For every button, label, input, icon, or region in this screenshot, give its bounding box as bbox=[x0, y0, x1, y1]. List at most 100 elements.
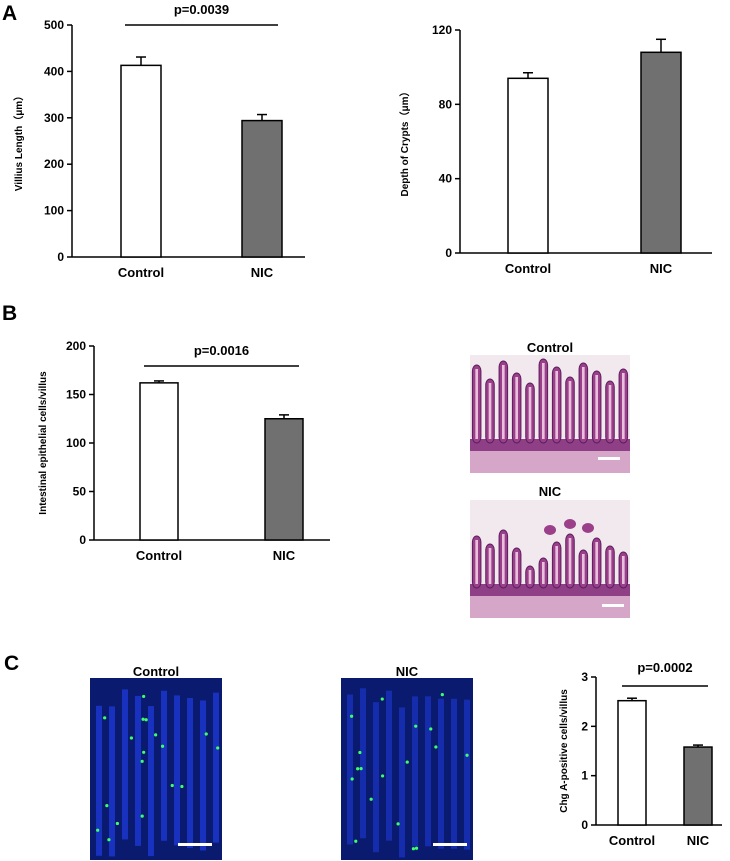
villus-nuclei bbox=[213, 692, 219, 843]
chga-positive-cell bbox=[107, 838, 111, 842]
y-tick-label: 0 bbox=[581, 818, 588, 832]
if-nic-title: NIC bbox=[395, 664, 419, 679]
y-axis-title: Intestinal epithelial cells/villus bbox=[38, 371, 49, 515]
chga-positive-cell bbox=[356, 767, 360, 771]
p-value-label: p=0.0016 bbox=[194, 343, 249, 358]
bar-control bbox=[507, 77, 549, 254]
y-tick-label: 100 bbox=[44, 204, 64, 218]
y-axis-title: Depth of Crypts（μm） bbox=[398, 86, 411, 196]
chga-positive-cell bbox=[144, 718, 148, 722]
y-tick-label: 80 bbox=[439, 97, 453, 111]
chga-positive-cell bbox=[204, 732, 208, 736]
villus-core bbox=[542, 363, 545, 439]
chga-positive-cell bbox=[103, 716, 107, 720]
villus-core bbox=[622, 373, 625, 439]
villus-core bbox=[542, 562, 545, 584]
villus-core bbox=[622, 556, 625, 584]
villus-nuclei bbox=[161, 690, 167, 841]
villus-nuclei bbox=[96, 705, 102, 856]
y-tick-label: 40 bbox=[439, 172, 453, 186]
crypt-layer bbox=[470, 439, 630, 451]
villus-nuclei bbox=[122, 689, 128, 840]
chga-positive-cell bbox=[96, 828, 100, 832]
chga-positive-cell bbox=[154, 733, 158, 737]
chga-positive-cell bbox=[369, 797, 373, 801]
y-tick-label: 150 bbox=[66, 388, 86, 402]
villus-core bbox=[502, 365, 505, 439]
chga-positive-cell bbox=[414, 724, 418, 728]
category-label: NIC bbox=[251, 265, 274, 280]
villus-core bbox=[595, 542, 598, 584]
villus-core bbox=[608, 550, 612, 584]
villus-nuclei bbox=[135, 695, 141, 846]
scale-bar bbox=[602, 604, 624, 607]
if-nic-image bbox=[341, 678, 473, 860]
if-control-title: Control bbox=[132, 664, 180, 679]
category-label: Control bbox=[505, 261, 551, 276]
bar-control bbox=[617, 699, 647, 826]
chart-chga_cells: 0 1 2 3 Chg A-positive cells/villus Control NI… bbox=[559, 660, 722, 848]
y-tick-label: 300 bbox=[44, 111, 64, 125]
y-axis-title: Chg A-positive cells/villus bbox=[559, 689, 570, 813]
bar-nic bbox=[640, 51, 682, 254]
villus-core bbox=[502, 534, 505, 584]
panel-label-b: B bbox=[2, 302, 18, 325]
if-control-image bbox=[90, 678, 222, 860]
y-tick-label: 0 bbox=[445, 246, 452, 260]
villus-core bbox=[475, 540, 478, 584]
he-nic-title: NIC bbox=[538, 484, 562, 499]
scale-bar bbox=[433, 843, 467, 846]
chga-positive-cell bbox=[170, 783, 174, 788]
villus-core bbox=[515, 377, 518, 439]
chga-positive-cell bbox=[354, 839, 358, 843]
villus-core bbox=[608, 385, 612, 439]
category-label: NIC bbox=[273, 548, 296, 563]
y-tick-label: 100 bbox=[66, 436, 86, 450]
category-label: NIC bbox=[650, 261, 673, 276]
y-tick-label: 200 bbox=[66, 339, 86, 353]
chga-positive-cell bbox=[115, 821, 119, 826]
villus-nuclei bbox=[438, 698, 444, 849]
villus-nuclei bbox=[174, 695, 180, 846]
villus-fragment bbox=[582, 523, 594, 533]
bar-control bbox=[139, 382, 179, 541]
chga-positive-cell bbox=[180, 784, 184, 789]
chga-positive-cell bbox=[142, 694, 146, 699]
category-label: Control bbox=[118, 265, 164, 280]
villus-core bbox=[582, 367, 585, 439]
chga-positive-cell bbox=[429, 727, 433, 731]
p-value-label: p=0.0002 bbox=[637, 660, 692, 675]
chga-positive-cell bbox=[465, 753, 469, 757]
chga-positive-cell bbox=[414, 846, 419, 850]
villus-core bbox=[555, 546, 558, 584]
chga-positive-cell bbox=[380, 697, 384, 701]
chga-positive-cell bbox=[142, 750, 146, 754]
chga-positive-cell bbox=[129, 736, 134, 740]
chga-positive-cell bbox=[140, 814, 144, 818]
villus-core bbox=[475, 369, 478, 439]
villus-core bbox=[595, 375, 598, 439]
chga-positive-cell bbox=[396, 822, 400, 826]
chga-positive-cell bbox=[160, 744, 165, 748]
chga-positive-cell bbox=[350, 777, 354, 781]
chga-positive-cell bbox=[405, 760, 409, 764]
he-control-image bbox=[470, 355, 630, 473]
y-tick-label: 200 bbox=[44, 157, 64, 171]
villus-core bbox=[555, 371, 558, 439]
chga-positive-cell bbox=[140, 759, 144, 763]
y-tick-label: 3 bbox=[581, 670, 588, 684]
muscle-layer bbox=[470, 447, 630, 473]
p-value-label: p=0.0039 bbox=[174, 2, 229, 17]
crypt-layer bbox=[470, 584, 630, 596]
he-control-title: Control bbox=[526, 340, 574, 355]
y-tick-label: 120 bbox=[432, 23, 452, 37]
y-axis-title: Villius Length（μm） bbox=[12, 91, 25, 191]
bar-nic bbox=[683, 746, 713, 826]
chga-positive-cell bbox=[349, 714, 354, 718]
category-label: Control bbox=[609, 833, 655, 848]
villus-nuclei bbox=[347, 694, 353, 845]
y-tick-label: 0 bbox=[57, 250, 64, 264]
villus-nuclei bbox=[200, 700, 206, 851]
villus-nuclei bbox=[360, 688, 366, 839]
chga-positive-cell bbox=[216, 746, 220, 750]
